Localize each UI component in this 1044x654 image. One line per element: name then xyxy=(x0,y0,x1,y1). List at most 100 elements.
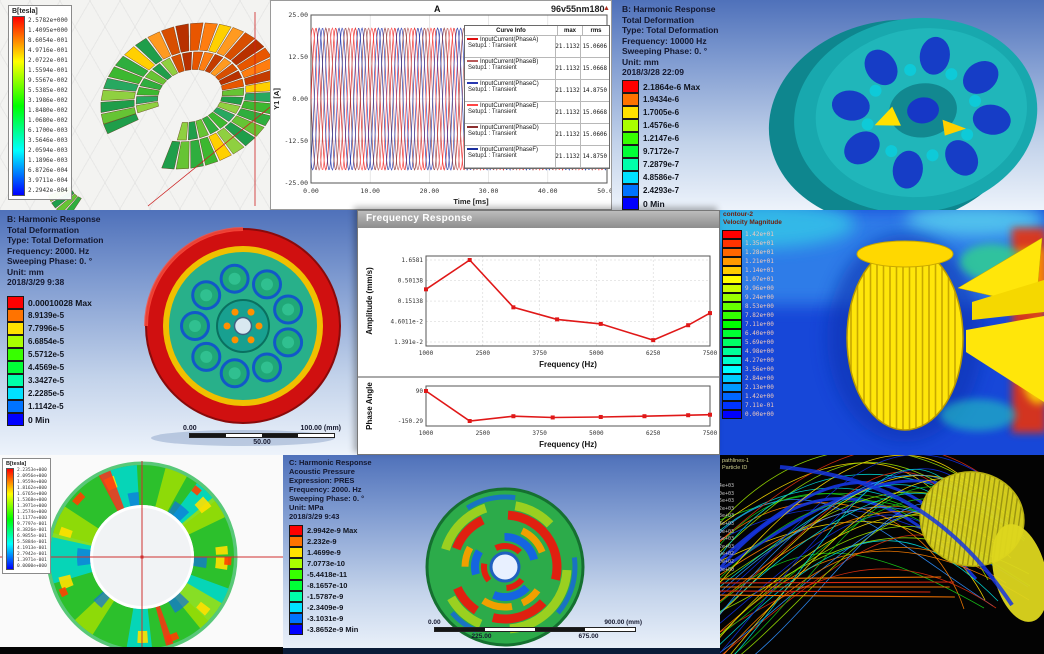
svg-text:Frequency (Hz): Frequency (Hz) xyxy=(539,360,597,369)
curve-info-cell: InputCurrent(PhaseD) Setup1 : Transient xyxy=(465,124,556,145)
legend-swatch xyxy=(722,293,742,302)
data-marker xyxy=(708,311,712,316)
legend-item: -5.4418e-11 xyxy=(289,569,358,580)
curve-name: InputCurrent(PhaseC) xyxy=(480,81,539,87)
frequency-response-charts[interactable]: 1000 2500 3750 5000 6250 7500 1.6581 0.50138 0.1… xyxy=(358,228,720,455)
curve-color-swatch xyxy=(467,148,478,151)
info-line: B: Harmonic Response xyxy=(622,4,716,14)
fan-blade xyxy=(966,316,1044,402)
legend-swatch xyxy=(7,361,24,374)
svg-text:20.00: 20.00 xyxy=(420,187,440,195)
legend-value: 5.5884e-001 xyxy=(17,540,47,545)
panel-acoustic-pressure: C: Harmonic Response Acoustic Pressure Exp… xyxy=(283,455,720,654)
svg-text:0.15138: 0.15138 xyxy=(398,298,424,305)
legend-value: 1.9559e+000 xyxy=(17,480,47,485)
legend-swatch xyxy=(722,347,742,356)
curve-row: InputCurrent(PhaseC) Setup1 : Transient 21… xyxy=(465,80,609,102)
curve-name-line: InputCurrent(PhaseA) xyxy=(467,37,553,43)
legend-value: 2.0722e-001 xyxy=(28,57,68,64)
streamline xyxy=(720,581,955,584)
legend-value: 2.2942e-004 xyxy=(28,187,68,194)
wheel-3d-viewport[interactable] xyxy=(612,0,1044,210)
curve-name-line: InputCurrent(PhaseD) xyxy=(467,125,553,131)
curve-name-line: InputCurrent(PhaseF) xyxy=(467,147,553,153)
info-line: C: Harmonic Response xyxy=(289,458,372,467)
panel-frequency-response-window: Frequency Response 1000 2500 3750 5000 6250 7… xyxy=(357,210,720,455)
legend-item: 0.00e+00 xyxy=(722,410,774,419)
svg-text:5000: 5000 xyxy=(589,350,604,357)
legend-item: 1.07e+01 xyxy=(722,275,774,284)
curve-name-line: InputCurrent(PhaseC) xyxy=(467,81,553,87)
svg-text:1000: 1000 xyxy=(419,350,434,357)
streamline xyxy=(720,552,985,609)
legend-title: B[tesla] xyxy=(6,461,27,467)
legend-label: 7.11e-01 xyxy=(745,402,774,409)
svg-text:2500: 2500 xyxy=(476,430,491,437)
legend-value: 2.2353e+000 xyxy=(17,468,47,473)
legend-item: 2.4293e-7 xyxy=(622,184,700,197)
info-line: Total Deformation xyxy=(622,14,695,25)
legend-label: 1.35e+01 xyxy=(745,240,774,247)
legend-swatch xyxy=(722,365,742,374)
legend-label: 2.232e-9 xyxy=(307,537,337,546)
cfd-3d-viewport[interactable] xyxy=(720,210,1044,455)
field-legend: B[tesla] 2.2353e+000 2.0956e+000 1.9559e+0… xyxy=(2,458,51,574)
legend-swatch xyxy=(722,257,742,266)
legend-label: 9.24e+00 xyxy=(745,294,774,301)
wheel-3d-viewport[interactable] xyxy=(0,210,357,455)
svg-text:40.00: 40.00 xyxy=(538,187,558,195)
legend-item: 9.24e+00 xyxy=(722,293,774,302)
info-line: B: Harmonic Response xyxy=(7,214,101,224)
info-line: Sweeping Phase: 0. ° xyxy=(622,46,708,56)
legend-value: 1.6765e+000 xyxy=(17,492,47,497)
legend-item: 1.14e+01 xyxy=(722,266,774,275)
legend-label: 0.00010028 Max xyxy=(28,297,92,308)
legend-swatch xyxy=(289,591,303,602)
curve-setup: Setup1 : Transient xyxy=(468,65,517,71)
velocity-legend: 1.42e+01 1.35e+01 1.28e+01 1.21e+01 1.14e+01… xyxy=(722,230,774,419)
curve-setup: Setup1 : Transient xyxy=(468,87,517,93)
legend-label: 2.2285e-5 xyxy=(28,389,65,398)
curve-setup: Setup1 : Transient xyxy=(468,153,517,159)
legend-swatch xyxy=(722,275,742,284)
curve-info-cell: InputCurrent(PhaseA) Setup1 : Transient xyxy=(465,36,556,57)
legend-label-clipped: 8.79e+02 xyxy=(720,551,734,558)
window-titlebar[interactable]: Frequency Response xyxy=(358,211,719,228)
streamline xyxy=(720,594,955,598)
plot-corner-label: A xyxy=(434,4,441,14)
pathlines-variable: Particle ID xyxy=(722,464,748,471)
legend-value: 2.0594e-003 xyxy=(28,147,68,154)
curve-name-line: InputCurrent(PhaseB) xyxy=(467,59,553,65)
legend-value: 1.3971e-001 xyxy=(17,558,47,563)
curve-color-swatch xyxy=(467,82,478,85)
legend-item: 8.9139e-5 xyxy=(7,309,92,322)
legend-item: 4.8586e-7 xyxy=(622,171,700,184)
curve-rms: 15.0668 xyxy=(582,109,607,116)
legend-label: 6.6854e-5 xyxy=(28,337,65,346)
legend-label: 8.9139e-5 xyxy=(28,311,65,320)
legend-swatch xyxy=(722,248,742,257)
legend-swatch xyxy=(722,266,742,275)
curve-max: 21.1132 xyxy=(555,102,581,123)
legend-swatch xyxy=(622,132,639,145)
stator-3d-viewport[interactable] xyxy=(0,0,270,210)
legend-item: 2.1864e-6 Max xyxy=(622,80,700,93)
legend-item: 1.1142e-5 xyxy=(7,400,92,413)
plot-title: 96v55nm180 xyxy=(551,4,605,14)
legend-swatch xyxy=(289,536,303,547)
acoustic-3d-viewport[interactable] xyxy=(283,455,720,654)
svg-text:1000: 1000 xyxy=(419,430,434,437)
panel-pathlines: pathlines-1 Particle ID 4.84e+034.40e+03… xyxy=(720,455,1044,654)
legend-item: 1.9434e-6 xyxy=(622,93,700,106)
info-line: 2018/3/28 22:09 xyxy=(622,67,684,77)
info-line: Type: Total Deformation xyxy=(7,235,104,245)
legend-item: 9.7172e-7 xyxy=(622,145,700,158)
legend-label: 3.3427e-5 xyxy=(28,376,65,385)
legend-label: -5.4418e-11 xyxy=(307,570,348,579)
pathlines-3d-viewport[interactable] xyxy=(720,455,1044,654)
legend-label-clipped: 2.20e+03 xyxy=(720,528,734,535)
legend-value: 5.5385e-002 xyxy=(28,87,68,94)
curve-max: 21.1132 xyxy=(555,124,581,145)
ruler-max: 900.00 (mm) xyxy=(604,619,642,626)
legend-label: 4.27e+00 xyxy=(745,357,774,364)
